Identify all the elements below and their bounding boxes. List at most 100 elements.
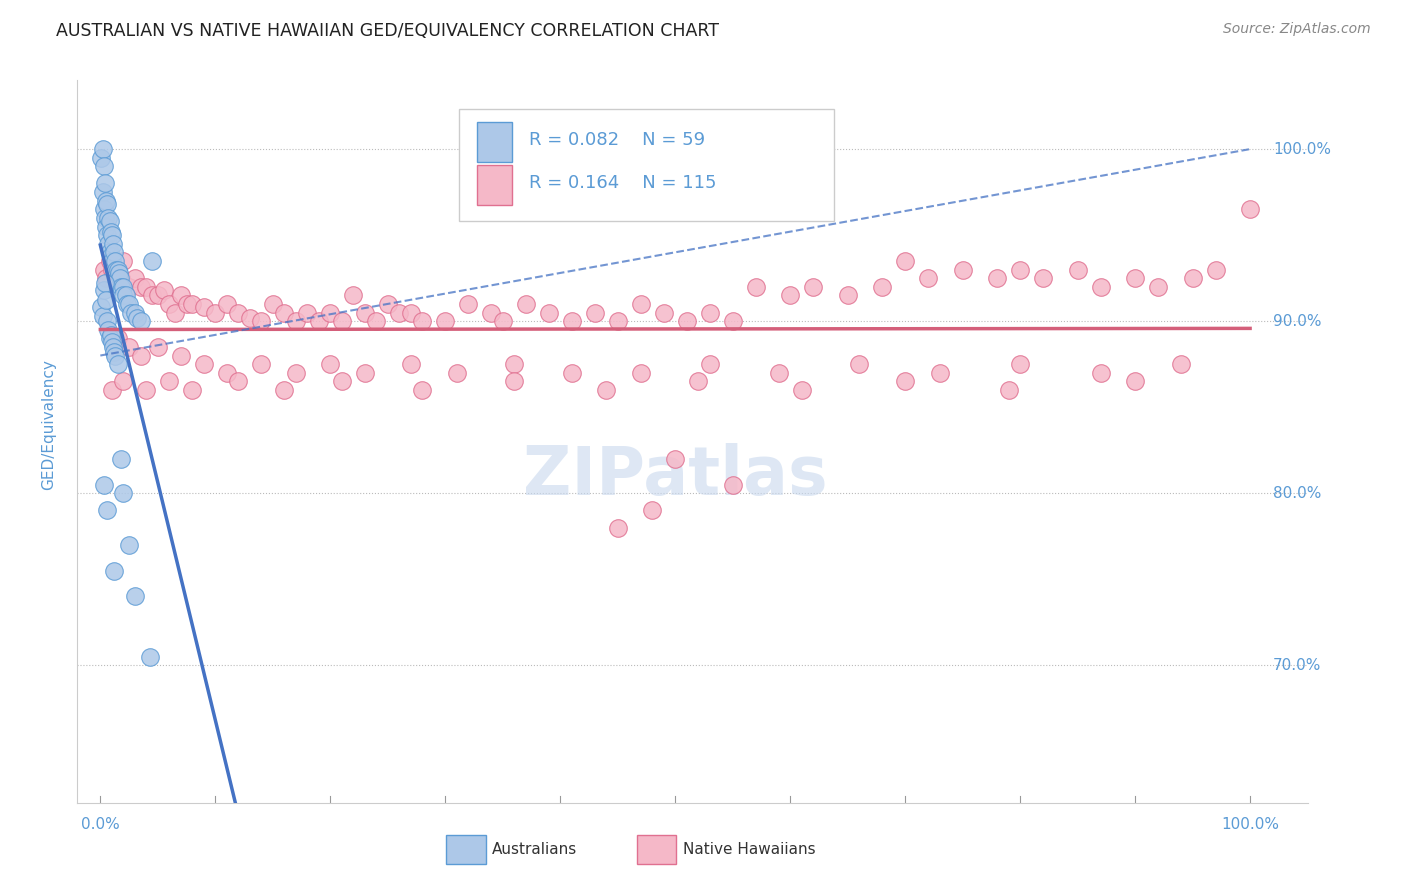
Point (1205, 262, 1227, 277)
Point (170, 349, 193, 363)
Text: 80.0%: 80.0% (1272, 485, 1322, 500)
Point (98, 331, 121, 345)
Point (606, 314, 628, 328)
Point (1181, 271, 1204, 285)
Point (107, 331, 129, 345)
Point (1010, 262, 1032, 277)
Point (124, 271, 146, 285)
Point (129, 279, 152, 293)
Point (98, 245, 121, 260)
Point (721, 314, 744, 328)
Point (330, 375, 353, 389)
Point (101, 383, 124, 397)
FancyBboxPatch shape (458, 109, 834, 221)
Point (91, 309, 114, 323)
Point (94, 219, 117, 234)
Point (215, 297, 238, 311)
Point (503, 357, 526, 371)
Text: 90.0%: 90.0% (1272, 314, 1322, 328)
Point (986, 271, 1008, 285)
Point (297, 305, 319, 319)
Point (141, 288, 163, 302)
Point (120, 305, 142, 319)
Text: R = 0.164    N = 115: R = 0.164 N = 115 (529, 174, 716, 192)
Point (1147, 279, 1170, 293)
Point (101, 228, 124, 243)
Point (100, 225, 122, 239)
Point (630, 366, 652, 380)
Text: Native Hawaiians: Native Hawaiians (683, 842, 815, 857)
Point (675, 314, 697, 328)
Point (96, 314, 118, 328)
Text: R = 0.082    N = 59: R = 0.082 N = 59 (529, 131, 704, 149)
Bar (477, 165, 512, 205)
Text: 100.0%: 100.0% (1220, 816, 1279, 831)
Point (630, 297, 652, 311)
Point (90, 151, 112, 165)
Point (93, 159, 115, 173)
Point (215, 366, 238, 380)
Point (606, 520, 628, 534)
Point (595, 383, 617, 397)
Point (561, 366, 583, 380)
Text: 0.0%: 0.0% (82, 816, 120, 831)
Point (721, 477, 744, 491)
Point (94, 277, 117, 291)
Point (118, 538, 141, 552)
Text: Source: ZipAtlas.com: Source: ZipAtlas.com (1223, 22, 1371, 37)
Point (103, 245, 125, 260)
Point (105, 262, 128, 277)
Point (434, 314, 457, 328)
Point (250, 314, 273, 328)
Point (801, 279, 824, 293)
Point (108, 271, 131, 285)
Point (308, 314, 330, 328)
Point (110, 279, 132, 293)
Point (129, 349, 152, 363)
Point (118, 279, 141, 293)
Point (928, 366, 950, 380)
Point (101, 340, 124, 354)
Point (104, 253, 127, 268)
Point (101, 262, 124, 277)
Point (457, 297, 479, 311)
Point (181, 383, 204, 397)
Point (94, 177, 117, 191)
Point (104, 349, 127, 363)
Point (997, 383, 1019, 397)
Point (479, 305, 502, 319)
Point (848, 357, 870, 371)
Point (641, 503, 664, 517)
Point (790, 383, 813, 397)
Point (503, 375, 526, 389)
Point (91, 142, 114, 156)
Point (870, 279, 893, 293)
Point (135, 279, 157, 293)
Point (446, 366, 468, 380)
Point (399, 357, 422, 371)
Point (91, 185, 114, 199)
Point (96, 503, 118, 517)
Point (250, 357, 273, 371)
Point (135, 383, 157, 397)
Point (97, 236, 120, 251)
Point (94, 271, 117, 285)
Point (103, 262, 125, 277)
Point (399, 305, 422, 319)
Point (515, 297, 537, 311)
Bar (477, 122, 512, 161)
Point (342, 288, 364, 302)
Text: GED/Equivalency: GED/Equivalency (41, 359, 56, 490)
Point (107, 266, 129, 280)
Point (157, 297, 180, 311)
Point (273, 383, 295, 397)
Point (124, 590, 146, 604)
Point (284, 314, 307, 328)
Point (115, 297, 138, 311)
Point (107, 357, 129, 371)
Point (193, 357, 215, 371)
Point (561, 314, 583, 328)
Point (146, 288, 169, 302)
Point (492, 314, 515, 328)
Point (110, 271, 132, 285)
